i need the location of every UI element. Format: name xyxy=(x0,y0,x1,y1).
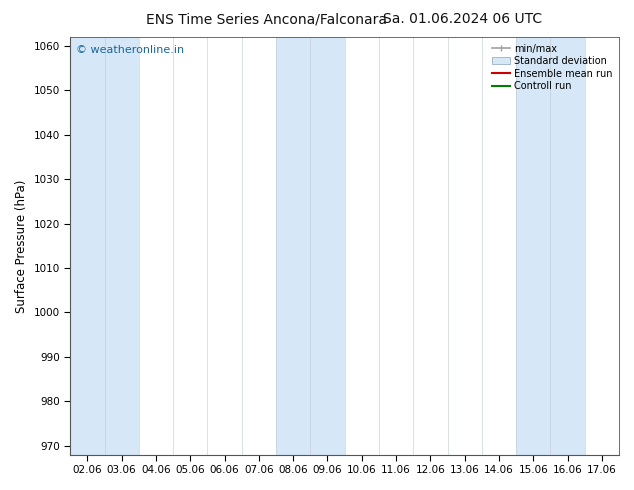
Bar xyxy=(105,37,139,455)
Bar xyxy=(310,37,345,455)
Legend: min/max, Standard deviation, Ensemble mean run, Controll run: min/max, Standard deviation, Ensemble me… xyxy=(490,42,614,93)
Y-axis label: Surface Pressure (hPa): Surface Pressure (hPa) xyxy=(15,179,28,313)
Bar xyxy=(70,37,105,455)
Bar xyxy=(550,37,585,455)
Bar xyxy=(516,37,550,455)
Text: ENS Time Series Ancona/Falconara: ENS Time Series Ancona/Falconara xyxy=(146,12,387,26)
Text: © weatheronline.in: © weatheronline.in xyxy=(75,46,184,55)
Bar xyxy=(276,37,310,455)
Text: Sa. 01.06.2024 06 UTC: Sa. 01.06.2024 06 UTC xyxy=(384,12,542,26)
